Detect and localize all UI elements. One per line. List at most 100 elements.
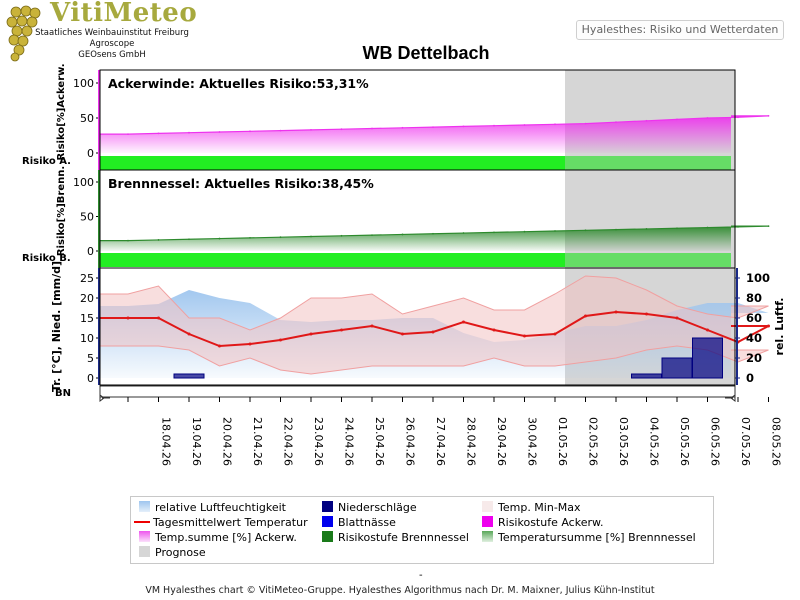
tempsum-point-brenn: [401, 233, 404, 236]
tempsum-area-acker: [100, 115, 769, 153]
legend-swatch: [482, 501, 493, 512]
y-tick-label-acker: 0: [87, 147, 94, 160]
x-tick-label: 29.04.26: [495, 417, 508, 466]
tempsum-point-acker: [218, 131, 221, 133]
x-tick-label: 26.04.26: [404, 417, 417, 466]
tempsum-point-acker: [157, 132, 160, 135]
y-tick-label-weather: 15: [80, 312, 94, 325]
vitimeteo-logo: VitiMeteo Staatliches Weinbauinstitut Fr…: [2, 0, 197, 64]
y-tick-label-weather: 0: [87, 372, 94, 385]
logo-line: Staatliches Weinbauinstitut Freiburg: [35, 28, 189, 38]
panel-frame: [99, 267, 736, 386]
logo-line: GEOsens GmbH: [78, 50, 146, 60]
temp-mean-point: [187, 332, 191, 336]
x-tick-label: 22.04.26: [282, 417, 295, 466]
tempsum-point-brenn: [188, 238, 190, 241]
tempsum-point-brenn: [340, 234, 343, 237]
legend-label: Blattnässe: [338, 516, 396, 529]
panel-title-acker: Ackerwinde: Aktuelles Risiko:53,31%: [108, 76, 369, 91]
x-tick-label: 03.05.26: [617, 417, 630, 466]
x-tick-label: 02.05.26: [587, 417, 600, 466]
y-tick-label-humidity: 40: [746, 331, 762, 345]
tempsum-point-acker: [676, 118, 678, 121]
x-tick-label: 04.05.26: [648, 417, 661, 466]
y-axis-label-acker: Risiko[%]Ackerw.: [56, 63, 67, 160]
footer-dash: -: [419, 570, 423, 581]
legend-item-risk-acker: Risikostufe Ackerw.: [482, 516, 603, 530]
y-tick-label-humidity: 60: [746, 311, 762, 325]
legend-label: Temp. Min-Max: [498, 501, 581, 514]
tempsum-point-brenn: [493, 231, 495, 234]
tempsum-point-brenn: [645, 228, 648, 230]
temp-mean-point: [767, 324, 770, 328]
temp-minmax-band: [100, 276, 769, 374]
temp-mean-point: [309, 332, 313, 336]
x-tick-label: 06.05.26: [709, 417, 722, 466]
legend-label: Risikostufe Ackerw.: [498, 516, 604, 529]
scroll-left-icon: [99, 394, 110, 402]
tempsum-point-brenn: [371, 234, 373, 237]
tempsum-point-brenn: [523, 230, 526, 233]
tempsum-point-acker: [249, 130, 251, 133]
tempsum-point-brenn: [157, 239, 160, 241]
tempsum-point-acker: [279, 129, 282, 132]
precipitation-bar: [692, 337, 723, 379]
x-tick-label: 28.04.26: [465, 417, 478, 466]
legend-label: relative Luftfeuchtigkeit: [155, 501, 286, 514]
legend-label: Prognose: [155, 546, 206, 559]
temp-mean-point: [431, 330, 435, 334]
precipitation-bar: [661, 357, 693, 379]
legend-label: Temp.summe [%] Ackerw.: [155, 531, 297, 544]
y-tick-label-weather: 25: [80, 272, 94, 285]
tempsum-point-brenn: [432, 232, 434, 235]
tempsum-point-brenn: [127, 239, 129, 242]
tempsum-point-brenn: [706, 226, 709, 229]
y-axis-label-humidity: rel. Luftf.: [773, 298, 786, 356]
tempsum-point-acker: [310, 129, 312, 131]
temp-mean-point: [401, 332, 404, 336]
tempsum-point-brenn: [462, 232, 465, 234]
x-tick-label: 01.05.26: [556, 417, 569, 466]
temp-mean-point: [584, 314, 587, 318]
temp-mean-point: [126, 316, 130, 320]
temp-mean-line: [100, 310, 769, 348]
x-tick-label: 23.04.26: [312, 417, 325, 466]
tempsum-line-acker: [100, 115, 769, 135]
y-tick-label-weather: 10: [80, 332, 94, 345]
legend-swatch: [139, 531, 150, 542]
legend-item-tempsum-brenn: Temperatursumme [%] Brennnessel: [482, 531, 696, 545]
x-tick-label: 18.04.26: [160, 417, 173, 466]
tempsum-point-acker: [432, 126, 434, 128]
y-tick-label-humidity: 100: [746, 271, 770, 285]
temp-mean-point: [645, 312, 648, 316]
y-tick-label-brenn: 100: [73, 176, 94, 189]
legend-label: Niederschläge: [338, 501, 417, 514]
x-tick-label: 20.04.26: [221, 417, 234, 466]
temp-mean-point: [157, 316, 160, 320]
scroll-right-icon: [725, 394, 736, 402]
precipitation-bar: [173, 373, 205, 379]
legend-item-humidity: relative Luftfeuchtigkeit: [139, 501, 286, 515]
legend-swatch: [134, 521, 150, 523]
tempsum-point-brenn: [737, 225, 739, 228]
y-tick-label-acker: 100: [73, 77, 94, 90]
x-tick-label: 19.04.26: [190, 417, 203, 466]
y-tick-label-acker: 50: [80, 112, 94, 125]
y-tick-label-humidity: 80: [746, 291, 762, 305]
legend-swatch: [482, 531, 493, 542]
temp-mean-point: [218, 344, 221, 348]
legend-swatch: [322, 531, 333, 542]
temp-mean-point: [614, 310, 618, 314]
x-tick-label: 05.05.26: [678, 417, 691, 466]
temp-mean-point: [523, 334, 526, 338]
temp-max-line: [100, 275, 769, 331]
footer-credit: VM Hyalesthes chart © VitiMeteo-Gruppe. …: [145, 585, 655, 596]
x-tick-label: 07.05.26: [739, 417, 752, 466]
legend-swatch: [139, 501, 150, 512]
row-label-brenn: Risiko B.: [22, 253, 71, 264]
row-label-acker: Risiko A.: [22, 156, 71, 167]
legend-item-prognose: Prognose: [139, 546, 206, 560]
tempsum-point-acker: [401, 126, 404, 129]
legend-item-risk-brenn: Risikostufe Brennnessel: [322, 531, 469, 545]
